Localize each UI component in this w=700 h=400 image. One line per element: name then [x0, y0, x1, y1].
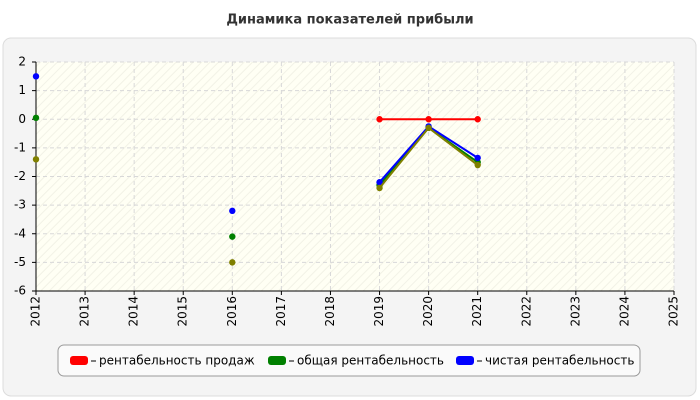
x-tick-label: 2019 — [372, 296, 386, 327]
y-tick-label: -4 — [14, 226, 26, 240]
x-tick-label: 2022 — [519, 296, 533, 327]
y-tick-label: -6 — [14, 284, 26, 298]
x-tick-label: 2014 — [127, 296, 141, 327]
y-tick-label: -3 — [14, 198, 26, 212]
point — [32, 114, 40, 122]
legend-label: общая рентабельность — [297, 354, 444, 368]
x-tick-label: 2012 — [29, 296, 43, 327]
point — [229, 233, 236, 240]
point — [474, 116, 481, 123]
point — [474, 161, 481, 169]
y-tick-label: 1 — [18, 83, 26, 97]
point — [425, 124, 432, 132]
y-tick-label: -1 — [14, 140, 26, 154]
x-tick-label: 2023 — [568, 296, 582, 327]
x-tick-label: 2018 — [323, 296, 337, 327]
point — [376, 116, 383, 123]
point — [376, 179, 383, 186]
legend — [57, 344, 641, 377]
point — [474, 154, 481, 162]
point — [425, 116, 432, 123]
x-tick-label: 2020 — [421, 296, 435, 327]
point — [32, 73, 40, 80]
chart-title: Динамика показателей прибыли — [226, 13, 473, 28]
legend-label: чистая рентабельность — [485, 354, 634, 368]
x-tick-label: 2015 — [176, 296, 190, 327]
y-tick-label: -2 — [14, 169, 26, 183]
legend-swatch — [70, 356, 88, 365]
x-tick-label: 2021 — [470, 296, 484, 327]
point — [32, 156, 40, 163]
x-tick-label: 2025 — [667, 296, 681, 327]
x-tick-label: 2013 — [78, 296, 92, 327]
legend-swatch — [456, 356, 474, 365]
y-tick-label: 2 — [18, 55, 26, 69]
point — [376, 184, 383, 192]
point — [229, 207, 236, 215]
y-tick-label: 0 — [18, 112, 26, 126]
x-tick-label: 2016 — [225, 296, 239, 327]
x-tick-label: 2024 — [617, 296, 631, 327]
legend-swatch — [268, 356, 286, 365]
x-tick-label: 2017 — [274, 296, 288, 327]
y-tick-label: -5 — [14, 255, 26, 269]
point — [229, 259, 236, 266]
legend-label: рентабельность продаж — [99, 354, 255, 368]
